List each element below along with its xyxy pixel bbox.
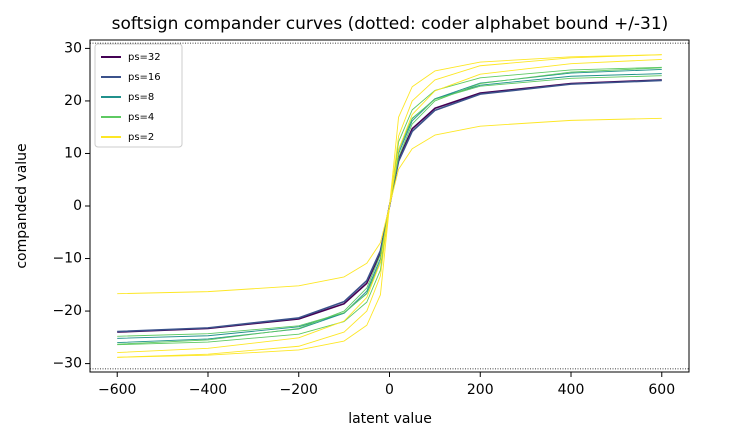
y-tick-label: 10: [64, 145, 82, 161]
legend-label: ps=4: [128, 112, 154, 123]
legend-label: ps=16: [128, 72, 161, 83]
x-axis-label: latent value: [348, 411, 432, 427]
x-tick-label: −400: [189, 382, 227, 398]
legend-label: ps=8: [128, 92, 154, 103]
y-tick-label: 0: [73, 198, 82, 214]
legend-box: [94, 43, 183, 148]
x-tick-label: 200: [467, 382, 494, 398]
x-tick-label: −600: [98, 382, 136, 398]
legend-label: ps=32: [128, 52, 161, 63]
legend-label: ps=2: [128, 132, 154, 143]
y-tick-label: 30: [64, 40, 82, 56]
legend: ps=32 ps=16 ps=8 ps=4 ps=2: [94, 43, 183, 148]
y-axis-label: companded value: [14, 143, 30, 268]
chart-title: softsign compander curves (dotted: coder…: [112, 14, 669, 34]
plot-frame: [89, 39, 690, 373]
y-tick-label: −20: [52, 303, 82, 319]
x-tick-label: 0: [385, 382, 394, 398]
x-tick-label: 400: [558, 382, 585, 398]
y-tick-label: −10: [52, 251, 82, 267]
y-tick-label: 20: [64, 93, 82, 109]
x-tick-label: −200: [280, 382, 318, 398]
curve: [117, 117, 662, 295]
y-tick-label: −30: [52, 356, 82, 372]
x-tick-label: 600: [648, 382, 675, 398]
